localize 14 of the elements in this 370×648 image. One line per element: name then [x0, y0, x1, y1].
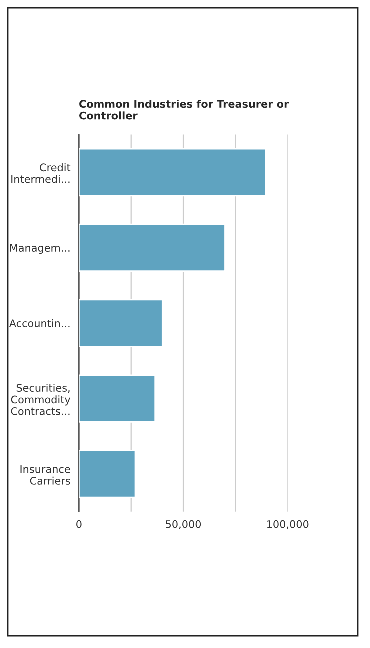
y-tick-label: Managem... — [10, 244, 70, 254]
bar — [79, 299, 164, 348]
y-tick-label: Accountin... — [9, 319, 70, 328]
bar — [79, 148, 267, 197]
bar — [79, 450, 136, 498]
x-tick-label: 100,000 — [267, 520, 309, 530]
x-tick-label: 0 — [76, 520, 82, 528]
bar — [79, 224, 226, 272]
y-tick-label: Credit Intermedi... — [12, 164, 71, 184]
y-tick-label: Securities, Commodity Contracts... — [11, 384, 71, 416]
chart-title: Common Industries for Treasurer or Controller — [80, 100, 290, 120]
bar — [79, 374, 156, 423]
x-tick-label: 50,000 — [166, 520, 202, 530]
y-tick-label: Insurance Carriers — [20, 466, 70, 485]
